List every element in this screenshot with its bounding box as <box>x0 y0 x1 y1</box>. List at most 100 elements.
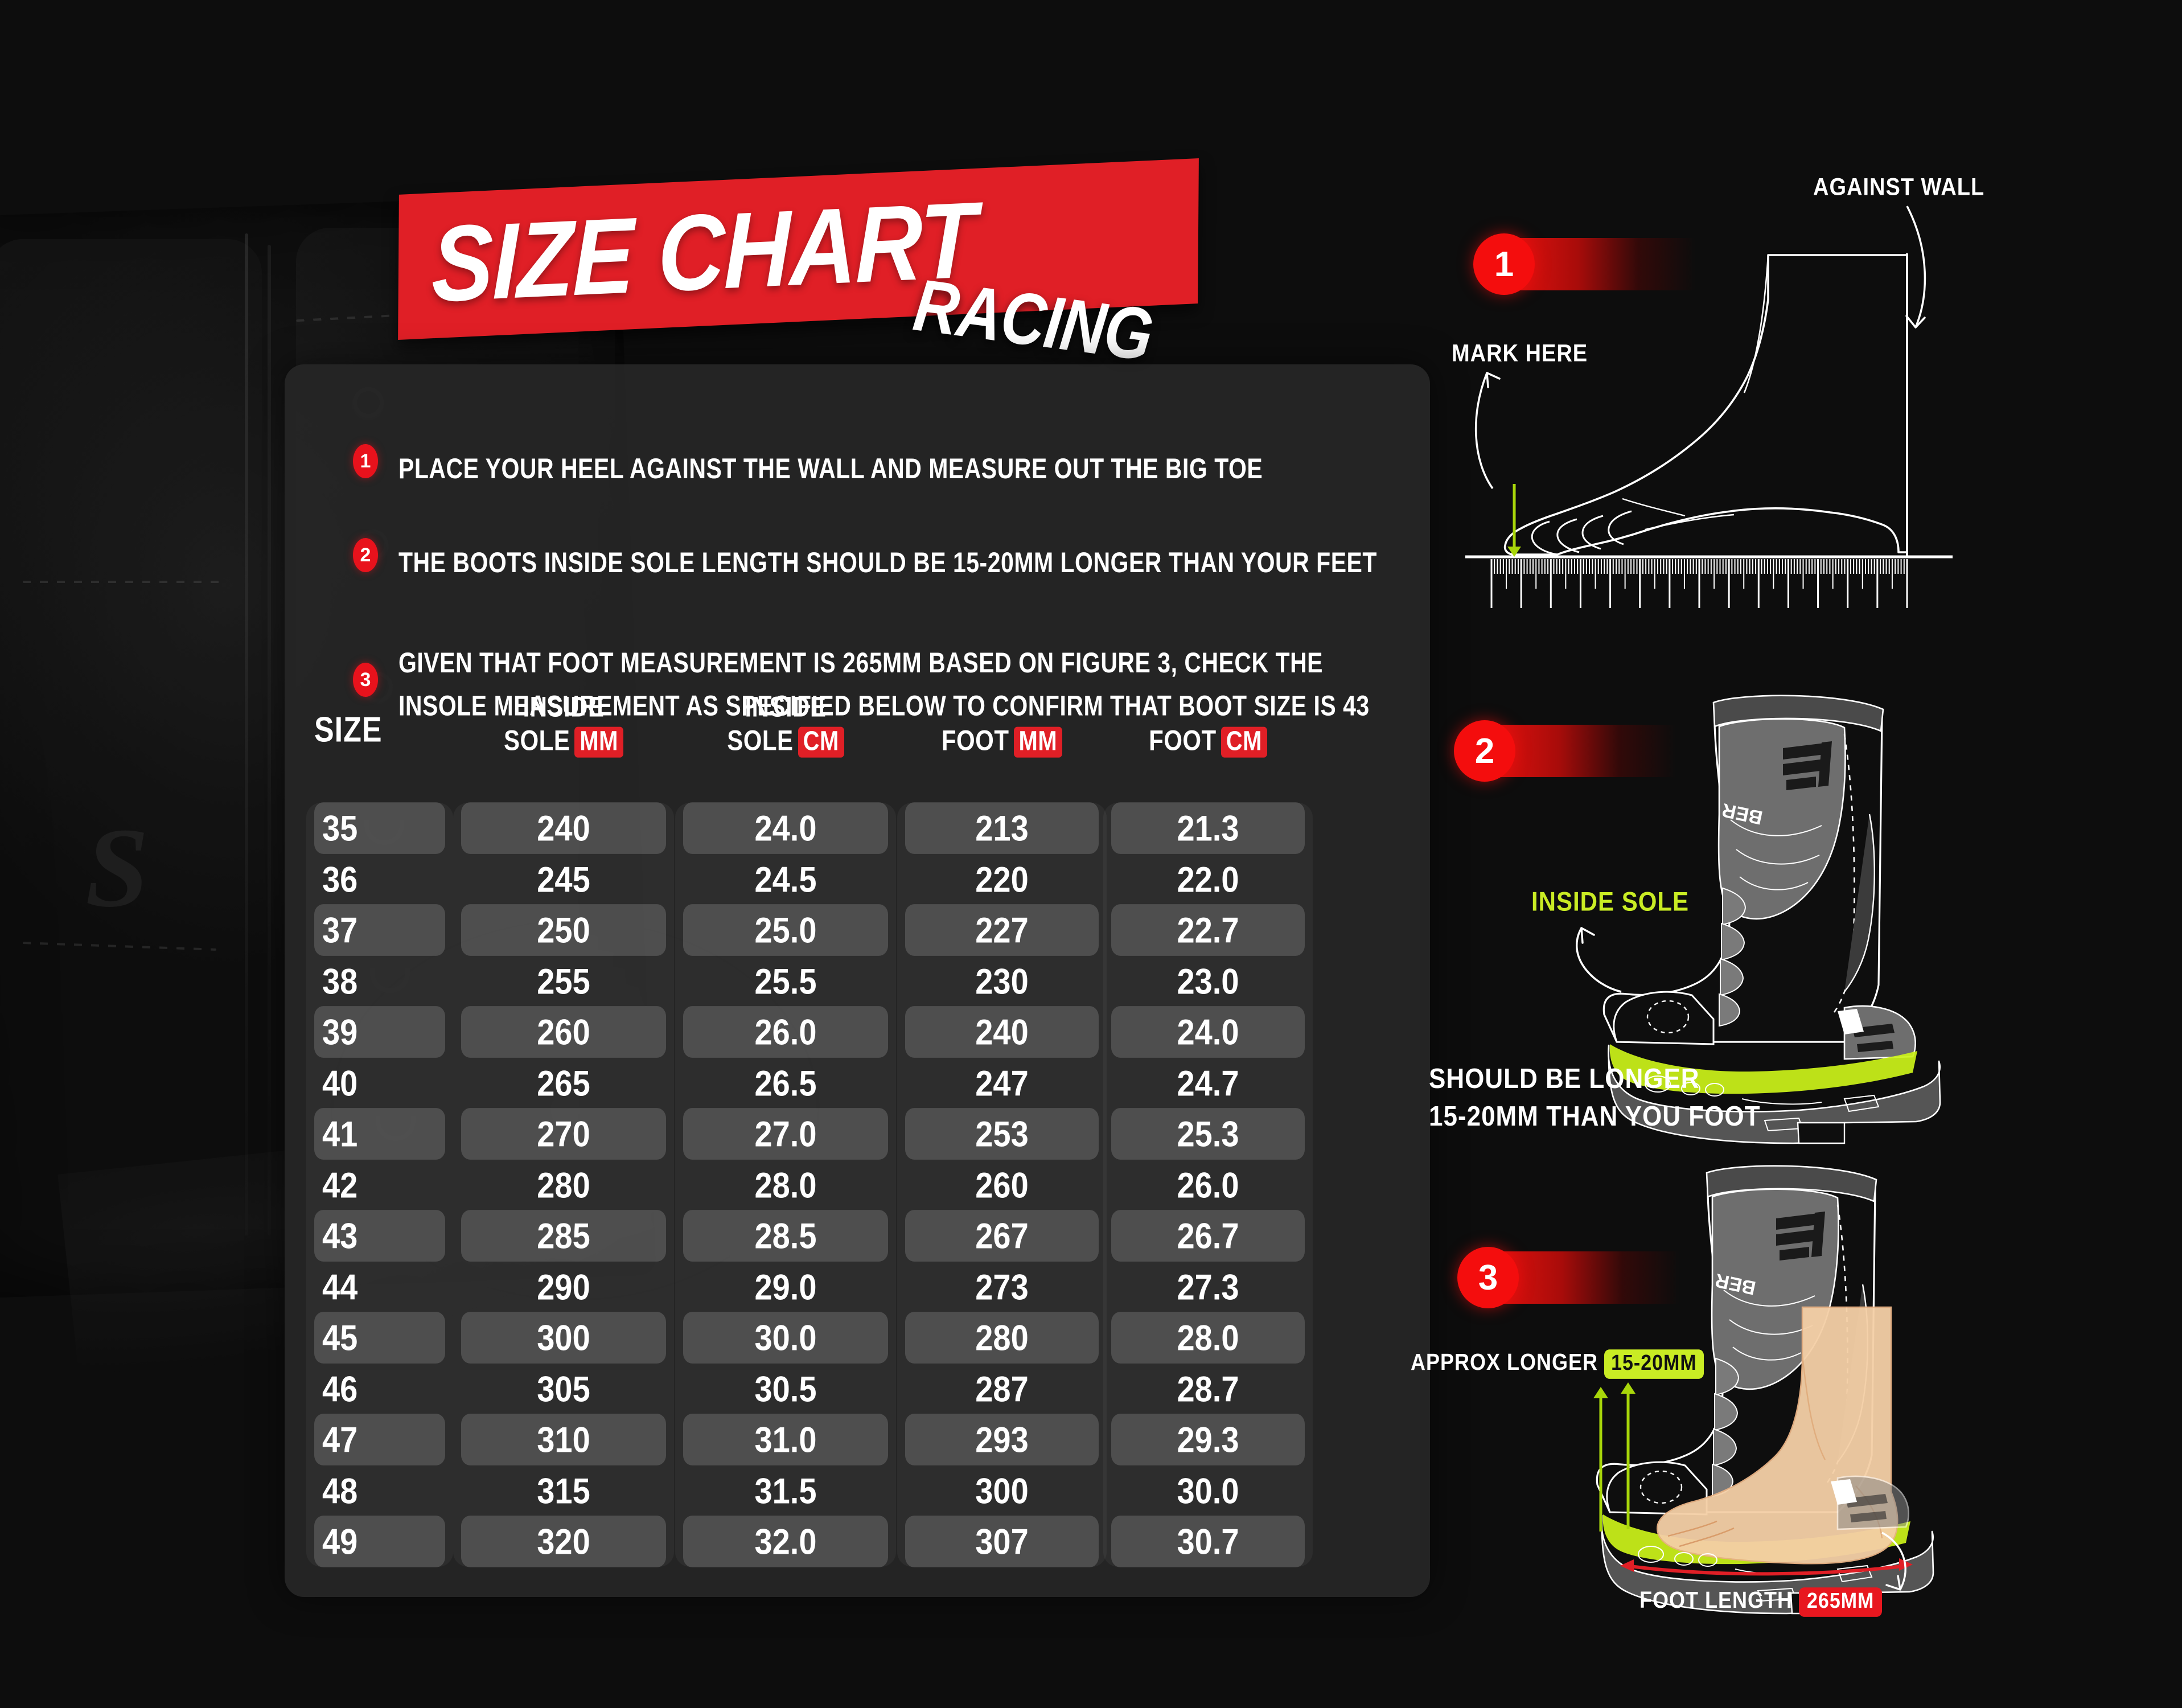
table-cell: 28.5 <box>683 1210 888 1262</box>
table-column-band <box>897 803 1107 1567</box>
table-cell: 253 <box>905 1108 1099 1160</box>
table-cell: 24.7 <box>1177 1062 1239 1103</box>
table-row: 40 265 26.5 247 24.7 <box>285 1058 1430 1109</box>
table-cell: 25.0 <box>683 904 888 956</box>
table-cell: 31.0 <box>683 1414 888 1465</box>
header-line-2: SOLE CM <box>683 725 888 758</box>
table-cell: 260 <box>461 1006 666 1058</box>
instruction-text-2: THE BOOTS INSIDE SOLE LENGTH SHOULD BE 1… <box>398 546 1377 578</box>
header-line-2: SOLE MM <box>461 725 666 758</box>
label-foot-length: FOOT LENGTH <box>1639 1587 1793 1613</box>
caption-line-2b: FOOT <box>1688 1101 1761 1132</box>
ruler-ticks <box>1490 559 1908 608</box>
table-cell: 46 <box>322 1368 358 1409</box>
step-badge-1: 1 <box>1473 233 1695 295</box>
header-line-1: INSIDE <box>745 691 827 723</box>
badge-approx-longer: 15-20MM <box>1604 1349 1704 1379</box>
page-title-text: SIZE CHART <box>432 178 976 325</box>
table-cell: 30.0 <box>1177 1470 1239 1511</box>
instruction-item-1: 1 PLACE YOUR HEEL AGAINST THE WALL AND M… <box>353 444 1395 485</box>
table-cell: 267 <box>905 1210 1099 1262</box>
label-against-wall: AGAINST WALL <box>1813 174 1985 201</box>
table-row: 43 285 28.5 267 26.7 <box>285 1210 1430 1262</box>
header-line-1: INSIDE <box>523 691 605 723</box>
table-header-cell: FOOT MM <box>905 691 1099 758</box>
table-cell: 30.5 <box>754 1368 817 1409</box>
header-line-1 <box>905 691 1099 722</box>
table-header-cell: FOOT CM <box>1111 691 1305 758</box>
table-cell: 280 <box>905 1312 1099 1364</box>
table-cell: 240 <box>905 1006 1099 1058</box>
label-approx-longer: APPROX LONGER <box>1411 1349 1599 1376</box>
table-cell: 39 <box>314 1006 445 1058</box>
table-row: 42 280 28.0 260 26.0 <box>285 1160 1430 1211</box>
step-badge-number-2: 2 <box>1454 720 1515 782</box>
figure-2-caption: SHOULD BE LONGER 15-20MM THAN YOU FOOT <box>1429 1061 1760 1136</box>
table-row: 49 320 32.0 307 30.7 <box>285 1516 1430 1567</box>
table-header-row: SIZE INSIDE SOLE MM INSIDE SOLE CM FOOT MM FOOT… <box>285 691 1430 803</box>
label-inside-sole: INSIDE SOLE <box>1531 886 1690 917</box>
table-cell: 31.5 <box>754 1470 817 1511</box>
table-cell: 247 <box>975 1062 1029 1103</box>
instruction-number-badge-2: 2 <box>353 538 378 572</box>
table-cell: 28.0 <box>754 1164 817 1205</box>
table-cell: 29.0 <box>754 1266 817 1307</box>
table-row: 46 305 30.5 287 28.7 <box>285 1364 1430 1415</box>
table-row: 47 310 31.0 293 29.3 <box>285 1414 1430 1465</box>
instruction-text-1: PLACE YOUR HEEL AGAINST THE WALL AND MEA… <box>398 452 1263 485</box>
header-unit-badge: MM <box>574 727 623 758</box>
step-badge-2: 2 <box>1454 720 1676 782</box>
table-cell: 26.0 <box>683 1006 888 1058</box>
table-cell: 307 <box>905 1516 1099 1567</box>
table-header-cell: SIZE <box>314 710 383 750</box>
table-cell: 29.3 <box>1111 1414 1305 1465</box>
table-cell: 28.7 <box>1177 1368 1239 1409</box>
step-badge-3: 3 <box>1457 1247 1679 1308</box>
table-cell: 310 <box>461 1414 666 1465</box>
figure-1-foot-measurement: 1 AGAINST WALL MARK HERE <box>1452 174 2163 689</box>
label-foot-length-group: FOOT LENGTH 265MM <box>1639 1587 1883 1617</box>
table-column-band <box>1103 803 1313 1567</box>
table-body: 35 240 24.0 213 21.3 36 245 24.5 220 22.0 37 250 25.… <box>285 802 1430 1567</box>
table-cell: 45 <box>314 1312 445 1364</box>
instruction-number-badge-3: 3 <box>353 663 378 697</box>
table-cell: 280 <box>537 1164 590 1205</box>
table-cell: 273 <box>975 1266 1029 1307</box>
table-row: 44 290 29.0 273 27.3 <box>285 1262 1430 1313</box>
label-mark-here: MARK HERE <box>1452 340 1588 367</box>
table-row: 48 315 31.5 300 30.0 <box>285 1465 1430 1517</box>
table-cell: 42 <box>322 1164 358 1205</box>
table-row: 37 250 25.0 227 22.7 <box>285 904 1430 956</box>
instruction-number-badge-1: 1 <box>353 444 378 478</box>
table-cell: 300 <box>975 1470 1029 1511</box>
table-cell: 47 <box>314 1414 445 1465</box>
table-cell: 48 <box>322 1470 358 1511</box>
table-cell: 25.3 <box>1111 1108 1305 1160</box>
table-cell: 24.0 <box>683 802 888 854</box>
table-cell: 37 <box>314 904 445 956</box>
table-cell: 49 <box>314 1516 445 1567</box>
table-cell: 22.0 <box>1177 859 1239 900</box>
table-column-band <box>675 803 896 1567</box>
table-row: 39 260 26.0 240 24.0 <box>285 1006 1430 1058</box>
table-column-band <box>306 803 453 1567</box>
table-cell: 22.7 <box>1111 904 1305 956</box>
table-cell: 32.0 <box>683 1516 888 1567</box>
header-line-1 <box>1111 691 1305 722</box>
table-cell: 227 <box>905 904 1099 956</box>
table-cell: 30.7 <box>1111 1516 1305 1567</box>
table-cell: 290 <box>537 1266 590 1307</box>
caption-line-2a: 15-20MM THAN YOU <box>1429 1101 1689 1132</box>
table-cell: 260 <box>975 1164 1029 1205</box>
table-cell: 43 <box>314 1210 445 1262</box>
badge-foot-length: 265MM <box>1799 1587 1883 1617</box>
figure-2-inside-sole: 2 INSIDE SOLE SHOULD BE LONGER 15-20MM T… <box>1429 695 2175 1173</box>
header-unit-badge: CM <box>1221 727 1267 758</box>
caption-line-1: SHOULD BE LONGER <box>1429 1063 1700 1095</box>
table-header-cell: INSIDE SOLE CM <box>683 691 888 758</box>
header-line-2: FOOT MM <box>905 725 1099 758</box>
table-cell: 270 <box>461 1108 666 1160</box>
table-row: 38 255 25.5 230 23.0 <box>285 956 1430 1007</box>
table-cell: 250 <box>461 904 666 956</box>
